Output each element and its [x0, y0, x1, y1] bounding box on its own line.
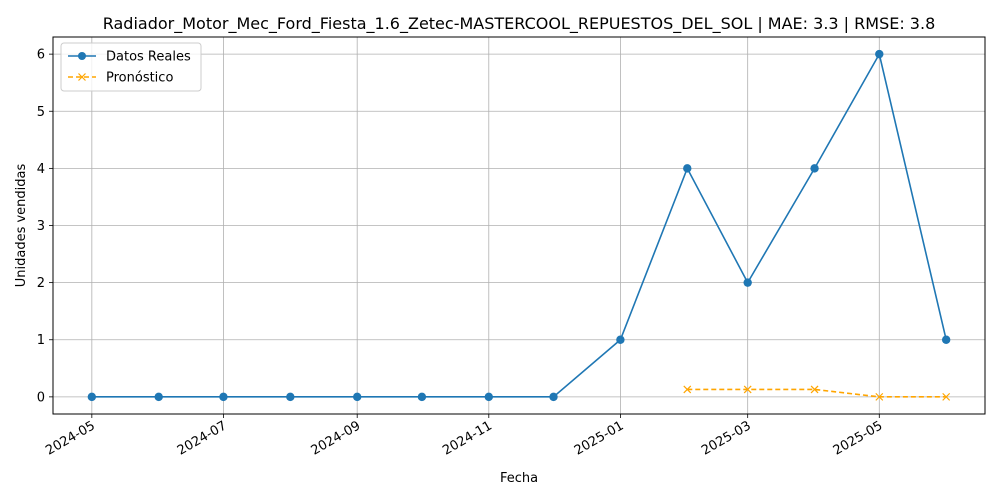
- legend-marker-forecast: [78, 73, 86, 81]
- x-axis-label: Fecha: [500, 471, 538, 486]
- x-axis-ticks: 2024-05 2024-07 2024-09 2024-11 2025-01 2025-…: [43, 414, 885, 459]
- y-tick-label: 5: [37, 105, 45, 120]
- data-point: [683, 164, 692, 173]
- x-tick-label: 2024-09: [309, 418, 364, 458]
- y-axis-ticks: 0 1 2 3 4 5 6: [37, 48, 53, 405]
- x-tick-label: 2025-01: [572, 418, 627, 458]
- series-datos-reales: [87, 49, 951, 402]
- y-tick-label: 4: [37, 162, 45, 177]
- grid: [53, 37, 985, 414]
- x-tick-label: 2025-05: [831, 418, 886, 458]
- data-point: [417, 392, 427, 402]
- y-tick-label: 6: [37, 48, 45, 63]
- series-pronostico: [683, 385, 951, 401]
- data-point: [352, 392, 362, 402]
- data-point: [286, 392, 295, 402]
- y-tick-label: 3: [37, 219, 45, 234]
- data-point: [875, 49, 884, 59]
- series-line: [687, 388, 947, 398]
- y-tick-label: 2: [37, 276, 45, 291]
- data-point: [942, 392, 951, 401]
- x-tick-label: 2024-05: [43, 418, 98, 458]
- data-point: [616, 335, 625, 344]
- data-point: [810, 385, 819, 394]
- y-tick-label: 1: [37, 333, 45, 348]
- data-point: [219, 392, 228, 402]
- data-point: [484, 392, 493, 402]
- data-point: [743, 278, 752, 287]
- legend-label-forecast: Pronóstico: [106, 71, 173, 86]
- y-axis-label: Unidades vendidas: [14, 164, 29, 288]
- legend: Datos Reales Pronóstico: [60, 42, 202, 92]
- data-point: [743, 385, 752, 394]
- data-point: [549, 392, 558, 402]
- y-tick-label: 0: [37, 390, 45, 405]
- chart-title: Radiador_Motor_Mec_Ford_Fiesta_1.6_Zetec…: [103, 14, 936, 34]
- data-point: [87, 392, 97, 402]
- data-point: [683, 385, 692, 394]
- legend-label-real: Datos Reales: [106, 50, 191, 65]
- legend-box: [60, 42, 202, 92]
- data-point: [941, 335, 951, 344]
- data-point: [154, 392, 163, 402]
- legend-marker-real: [78, 52, 86, 60]
- series-line: [91, 51, 947, 398]
- x-tick-label: 2025-03: [699, 418, 754, 458]
- series-layer: [87, 49, 951, 402]
- x-tick-label: 2024-11: [440, 418, 495, 458]
- data-point: [810, 164, 819, 173]
- x-tick-label: 2024-07: [175, 418, 230, 458]
- data-point: [875, 392, 884, 401]
